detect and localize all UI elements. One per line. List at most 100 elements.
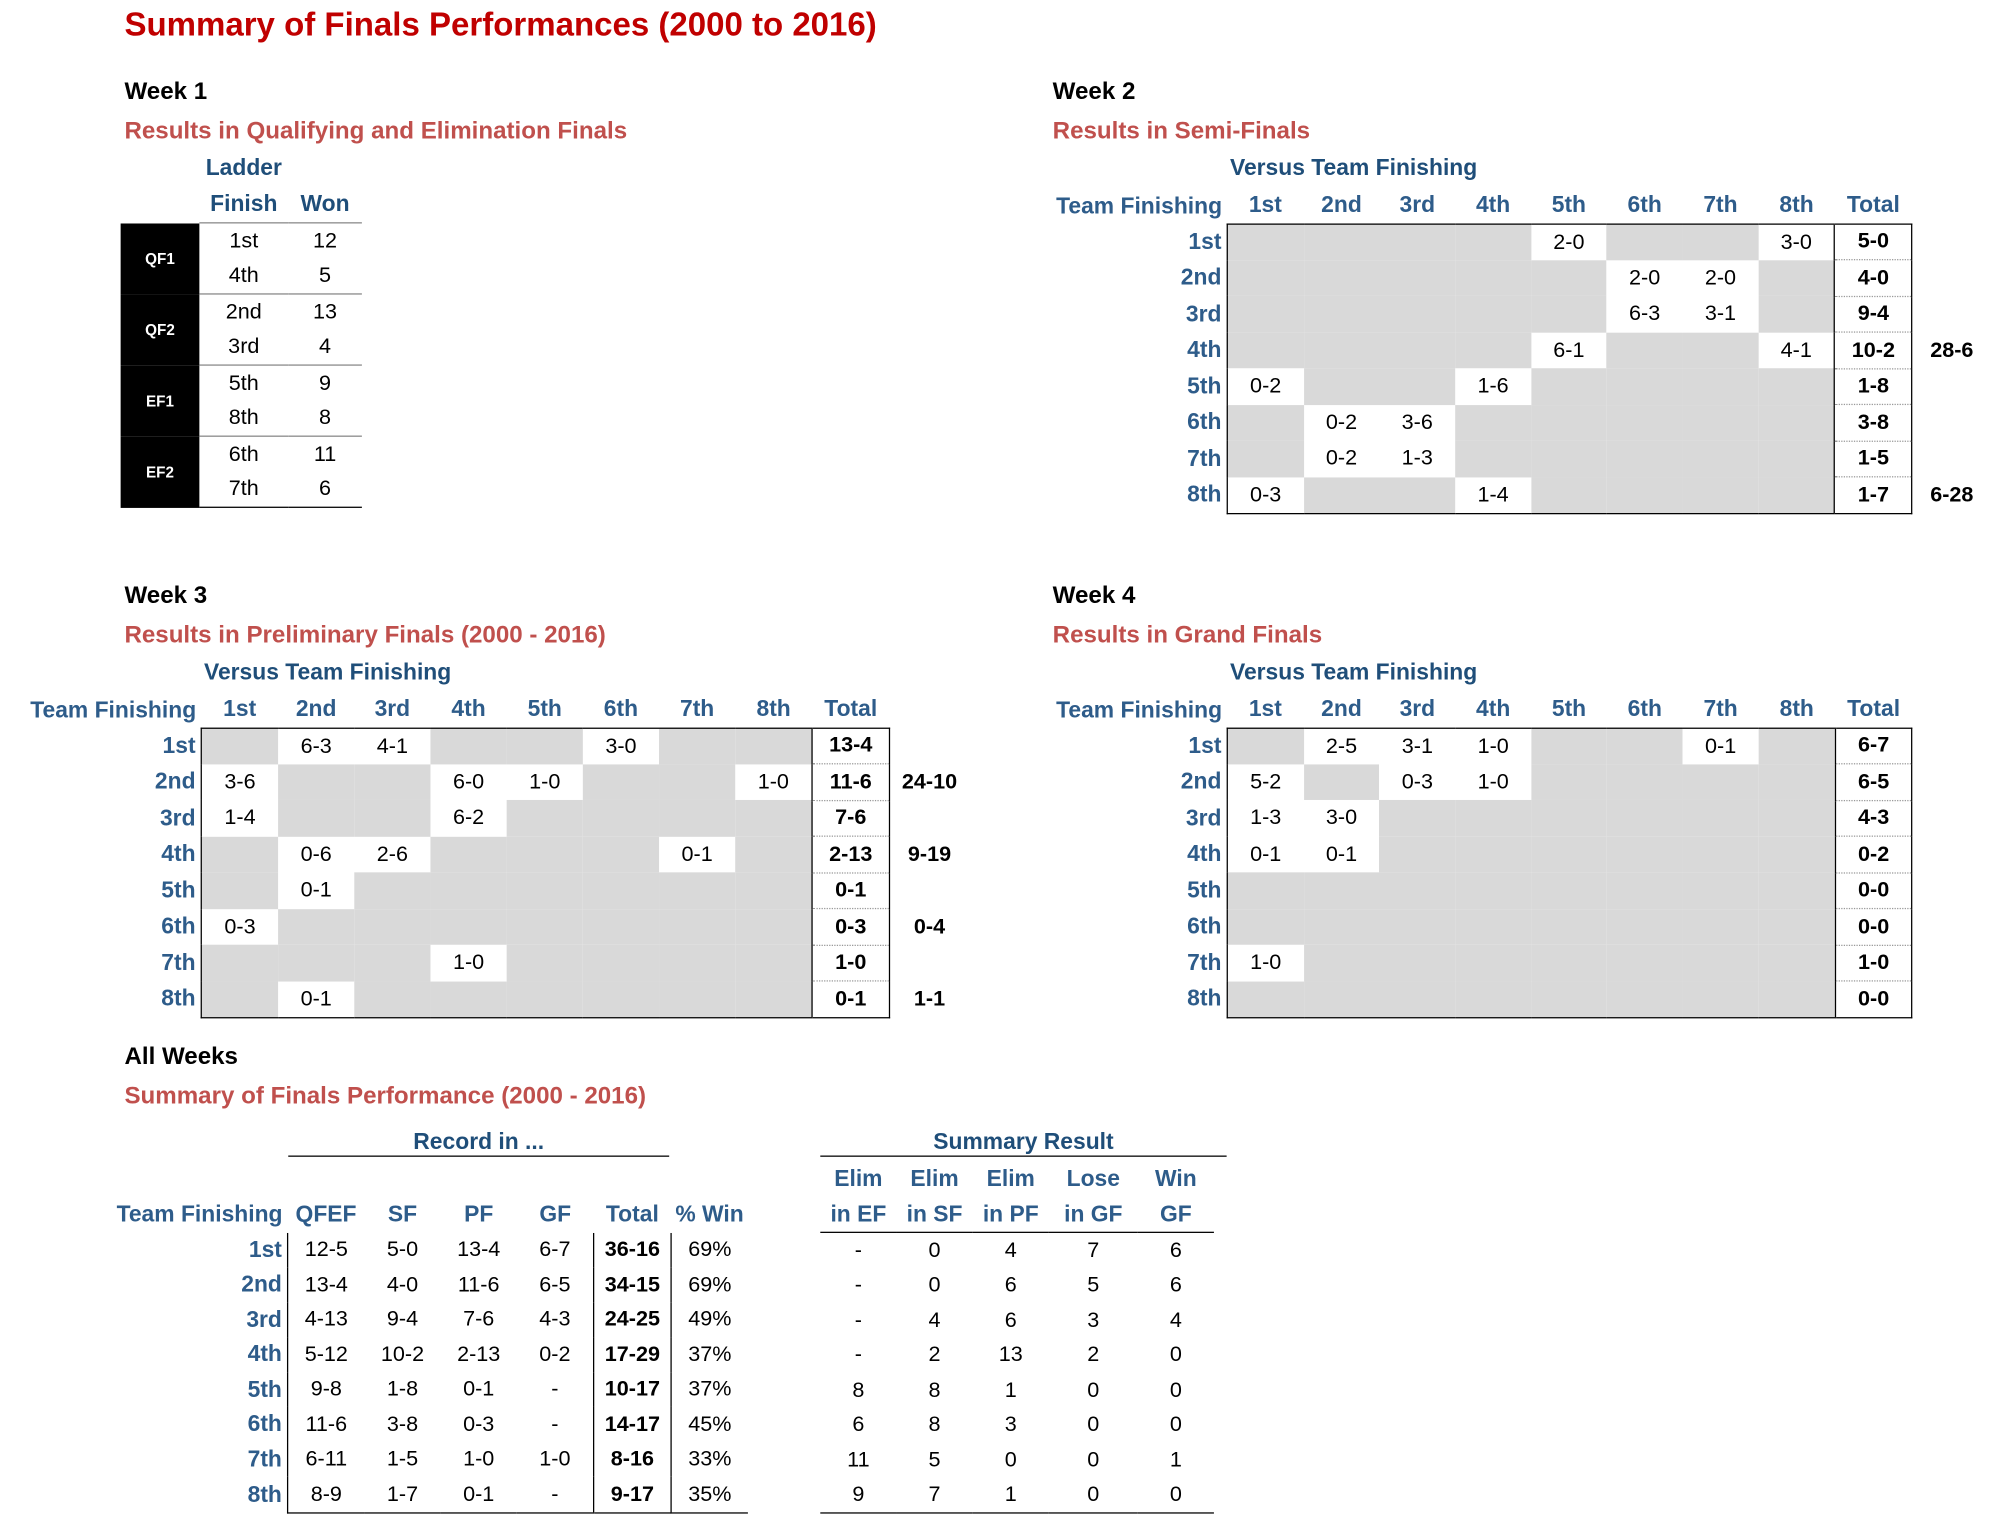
matrix-cell xyxy=(1531,763,1607,800)
games-won: 8 xyxy=(288,400,362,437)
matrix-cell xyxy=(1379,799,1456,837)
table-row: 7th 6 xyxy=(121,471,362,508)
record-cell: 24-25 xyxy=(592,1302,672,1338)
combined-total xyxy=(1912,836,1991,872)
matrix-cell xyxy=(1530,476,1607,514)
summary-result-header: Summary Result xyxy=(820,1129,1227,1157)
matrix-cell: 0-2 xyxy=(1325,446,1358,471)
matrix-cell xyxy=(659,944,736,981)
week4-versus-label: Versus Team Finishing xyxy=(1229,659,1478,685)
col-header: 4th xyxy=(1475,192,1511,218)
row-label: 7th xyxy=(1187,949,1222,975)
row-label: 6th xyxy=(1187,409,1222,435)
ladder-finish: 6th xyxy=(199,435,289,472)
matrix-cell xyxy=(430,872,507,909)
summary-cell: 8 xyxy=(928,1412,941,1437)
combined-total xyxy=(1912,260,1991,296)
games-won: 9 xyxy=(288,364,362,401)
row-total: 4-0 xyxy=(1834,259,1913,297)
matrix-cell xyxy=(1530,404,1607,441)
matrix-cell xyxy=(1758,980,1835,1018)
matrix-cell: 0-1 xyxy=(1325,841,1358,866)
matrix-cell xyxy=(1682,944,1759,981)
spacer xyxy=(1912,692,1991,728)
table-row: 3rd 4-13 9-4 7-6 4-3 24-25 49% xyxy=(112,1302,748,1338)
combined-total: 28-6 xyxy=(1930,337,1974,362)
record-cell: 2-13 xyxy=(457,1341,501,1366)
record-cell: 1-0 xyxy=(539,1446,571,1471)
summary-cell: - xyxy=(854,1272,862,1297)
header-row: Team Finishing QFEF SF PF GF Total % Win xyxy=(112,1197,748,1232)
row-total: 0-1 xyxy=(811,980,891,1018)
record-cell: 45% xyxy=(688,1411,732,1436)
matrix-cell xyxy=(1379,944,1456,981)
row-label: 5th xyxy=(1187,877,1222,903)
matrix-cell: 0-1 xyxy=(1682,726,1759,764)
record-cell: 14-17 xyxy=(592,1406,672,1442)
ladder-finish: 3rd xyxy=(199,329,289,366)
matrix-cell xyxy=(582,836,660,873)
col-header: 1st xyxy=(223,696,257,722)
summary-cell: 3 xyxy=(1004,1412,1017,1437)
matrix-cell xyxy=(1531,799,1607,837)
total-header: Total xyxy=(824,696,878,722)
row-label: 7th xyxy=(1187,445,1222,471)
matrix-cell xyxy=(582,908,660,945)
matrix-cell xyxy=(735,980,813,1018)
summary-cell: 0 xyxy=(1169,1377,1182,1402)
game-label: EF1 xyxy=(120,365,200,437)
week4-matrix: Team Finishing 1st 2nd 3rd 4th 5th 6th 7th 8th To… xyxy=(1044,692,1991,1018)
matrix-cell: 5-2 xyxy=(1226,763,1304,800)
summary-cell: 6 xyxy=(1004,1272,1017,1297)
col-header: 2nd xyxy=(1321,696,1362,722)
summary-cell: 4 xyxy=(1004,1237,1017,1262)
matrix-cell xyxy=(430,908,507,945)
matrix-cell: 1-3 xyxy=(1401,446,1433,471)
matrix-cell: 1-0 xyxy=(757,769,789,794)
table-row: 3rd 4 xyxy=(121,329,362,366)
table-row: 1st 6-3 4-1 3-0 13-4 xyxy=(18,726,969,765)
matrix-cell xyxy=(1530,295,1607,333)
col-header: 6th xyxy=(1627,192,1662,218)
matrix-cell xyxy=(735,908,813,945)
record-cell: 34-15 xyxy=(592,1267,672,1303)
table-row: EF1 5th 9 xyxy=(120,364,362,437)
combined-total xyxy=(1912,945,1991,981)
matrix-cell xyxy=(1758,908,1835,945)
matrix-cell: 1-4 xyxy=(200,799,279,837)
record-cell: 5-12 xyxy=(286,1337,365,1373)
summary-cell: 7 xyxy=(896,1477,973,1514)
matrix-cell: 6-0 xyxy=(452,769,485,794)
game-label: QF2 xyxy=(120,293,200,366)
row-total: 1-8 xyxy=(1834,368,1913,406)
matrix-cell xyxy=(1606,440,1683,477)
summary-cell: 8 xyxy=(852,1377,865,1402)
matrix-cell xyxy=(1531,908,1607,945)
matrix-cell xyxy=(278,908,355,945)
matrix-cell xyxy=(1606,222,1683,260)
matrix-cell xyxy=(278,763,355,800)
matrix-cell xyxy=(1455,259,1531,296)
summary-cell: 5 xyxy=(1087,1272,1100,1297)
matrix-cell xyxy=(1606,404,1683,441)
matrix-cell xyxy=(1758,440,1835,477)
row-label: 3rd xyxy=(246,1306,282,1332)
combined-total: 1-1 xyxy=(913,986,946,1011)
row-label: 4th xyxy=(247,1341,282,1367)
summary-cell: 1 xyxy=(1169,1447,1182,1472)
row-total: 0-0 xyxy=(1834,908,1913,946)
all-weeks-row-header: Team Finishing xyxy=(116,1201,283,1227)
all-weeks-subtitle: Summary of Finals Performance (2000 - 20… xyxy=(124,1083,647,1110)
matrix-cell xyxy=(1531,836,1607,873)
row-total: 0-1 xyxy=(811,872,891,910)
matrix-cell xyxy=(1682,404,1759,441)
games-won: 4 xyxy=(288,329,362,366)
matrix-cell xyxy=(582,799,660,837)
row-total: 1-7 xyxy=(1834,476,1913,514)
table-row: 3rd 1-4 6-2 7-6 xyxy=(18,799,969,837)
game-label: QF1 xyxy=(120,222,200,294)
col-header: 7th xyxy=(1703,696,1738,722)
table-row: 6th 11-6 3-8 0-3 - 14-17 45% xyxy=(112,1406,748,1442)
matrix-cell xyxy=(1606,726,1683,764)
matrix-cell xyxy=(1455,332,1531,369)
